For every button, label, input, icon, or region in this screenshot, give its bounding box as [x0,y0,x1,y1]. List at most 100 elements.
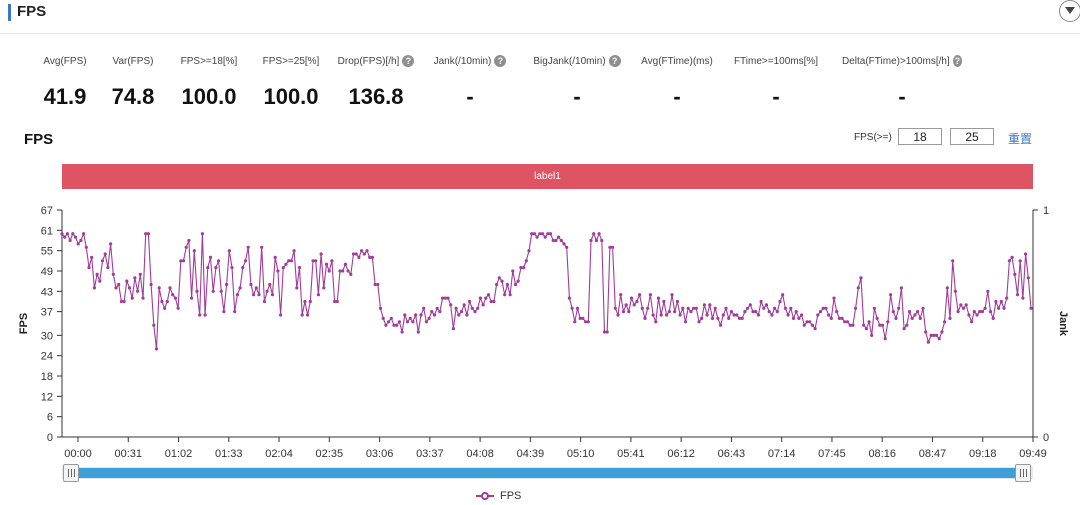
fps-data-point [181,259,186,263]
stat-item: FPS>=18[%] 100.0 [149,52,269,110]
stat-item: Var(FPS) 74.8 [73,52,193,110]
fps-data-point [217,259,221,263]
fps-data-point [532,232,537,236]
fps-data-point [98,279,102,283]
fps-data-point [597,232,601,236]
fps-data-point [840,316,844,320]
panel-header: FPS [0,0,1080,34]
fps-data-point [743,310,747,314]
fps-data-point [675,299,680,304]
stat-value: 100.0 [263,84,319,109]
fps-data-point [173,296,177,300]
fps-data-point [71,232,75,236]
y2-axis-title: Jank [1057,311,1069,337]
help-icon[interactable]: ? [402,55,415,67]
fps-threshold-input-2[interactable] [950,128,994,145]
stat-label: Var(FPS) [73,52,193,70]
fps-data-point [308,299,312,304]
fps-data-point [967,313,971,317]
fps-threshold-input-1[interactable] [898,128,942,145]
fps-data-point [311,259,315,263]
fps-data-point [214,266,218,270]
fps-data-point [978,310,982,314]
fps-data-point [381,316,385,320]
fps-data-point [187,238,191,243]
fps-data-point [513,282,518,287]
fps-data-point [816,313,820,317]
fps-data-point [192,249,196,253]
fps-data-point [87,266,91,270]
stat-label-text: Drop(FPS)[/h] [337,55,400,67]
help-icon[interactable]: ? [494,55,507,67]
chart-legend[interactable]: FPS [476,488,521,504]
help-icon[interactable]: ? [952,55,962,67]
fps-data-point [762,306,766,310]
fps-data-point [616,313,620,317]
fps-data-point [883,337,887,341]
fps-data-point [1026,276,1030,280]
fps-data-point [357,255,361,259]
fps-data-point [446,296,450,300]
fps-data-point [694,306,698,310]
fps-data-point [457,313,461,317]
fps-line-chart: 0 6 12 18 24 30 37 43 49 55 61 67 0 1 00:00 00:31 01:02 0… [18,205,1069,460]
fps-data-point [473,310,477,314]
help-icon[interactable]: ? [608,55,621,67]
y2-tick-label: 0 [1043,432,1049,444]
fps-data-point [449,303,453,307]
stat-value: 41.9 [43,84,87,109]
fps-series-line [61,231,1032,349]
stat-item: Avg(FTime)(ms) - [617,52,737,110]
fps-data-point [330,259,334,263]
stat-label: BigJank(/10min)? [517,52,637,70]
stat-item: Avg(FPS) 41.9 [5,52,125,110]
fps-data-point [198,313,202,317]
fps-data-point [146,232,150,236]
stat-label-text: FPS>=18[%] [180,55,238,67]
fps-data-point [465,313,469,317]
collapse-button[interactable] [1059,0,1080,22]
zoom-slider-range[interactable] [70,468,1022,478]
stat-label: Delta(FTime)>100ms[/h]? [842,52,962,70]
fps-data-point [349,272,353,276]
fps-data-point [432,313,437,317]
fps-data-point [821,306,825,310]
stat-item: BigJank(/10min)? - [517,52,637,110]
fps-data-point [880,323,885,327]
stat-label-text: Avg(FPS) [43,55,87,67]
fps-data-point [621,310,626,314]
x-tick-label: 05:41 [617,448,645,460]
fps-data-point [324,262,329,266]
fps-data-point [934,333,939,337]
fps-data-point [1005,296,1009,300]
fps-data-point [400,330,404,334]
fps-data-point [73,235,78,239]
fps-data-point [405,320,410,324]
fps-data-point [651,313,655,317]
fps-data-point [592,232,596,236]
fps-data-point [648,293,653,297]
fps-data-point [287,259,291,263]
fps-data-point [854,306,858,310]
fps-data-point [138,272,142,276]
fps-data-point [235,293,239,297]
stat-label-text: FPS>=25[%] [262,55,320,67]
fps-data-point [708,303,712,307]
reset-button[interactable]: 重置 [1008,132,1033,146]
fps-data-point [441,296,445,300]
fps-data-point [654,320,658,324]
fps-data-point [438,310,442,314]
stat-value: - [898,84,906,109]
fps-data-point [889,293,893,297]
fps-data-point [511,269,515,273]
zoom-slider-right-handle[interactable] [1015,464,1031,482]
zoom-slider-left-handle[interactable] [63,464,79,482]
fps-data-point [300,313,304,317]
fps-data-point [435,306,439,310]
fps-data-point [689,310,693,314]
fps-data-point [424,320,428,324]
fps-data-point [805,320,809,324]
fps-data-point [392,323,396,327]
fps-data-point [427,316,431,320]
fps-data-point [68,238,72,243]
